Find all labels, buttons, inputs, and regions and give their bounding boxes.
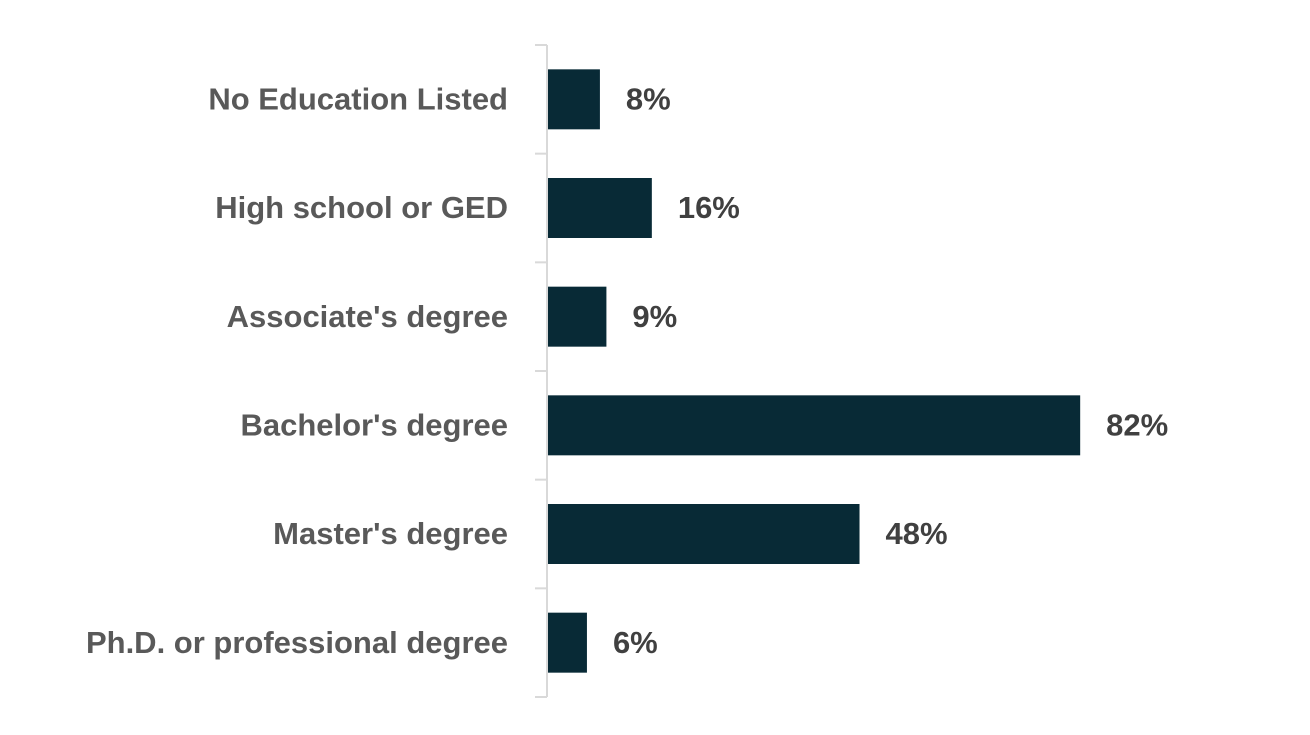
bar: [548, 178, 652, 238]
data-label: 48%: [886, 516, 948, 551]
category-label: High school or GED: [215, 190, 508, 225]
data-label: 16%: [678, 190, 740, 225]
data-label: 82%: [1106, 408, 1168, 443]
category-label: No Education Listed: [208, 82, 508, 117]
bar: [548, 286, 607, 347]
category-label: Bachelor's degree: [240, 408, 508, 443]
bar: [548, 69, 600, 130]
bar: [548, 395, 1081, 456]
category-label: Master's degree: [273, 516, 508, 551]
data-label: 9%: [632, 299, 677, 334]
bar: [548, 612, 587, 673]
category-label: Ph.D. or professional degree: [86, 625, 508, 660]
data-label: 8%: [626, 82, 671, 117]
category-label: Associate's degree: [227, 299, 508, 334]
bar: [548, 504, 860, 564]
data-label: 6%: [613, 625, 658, 660]
